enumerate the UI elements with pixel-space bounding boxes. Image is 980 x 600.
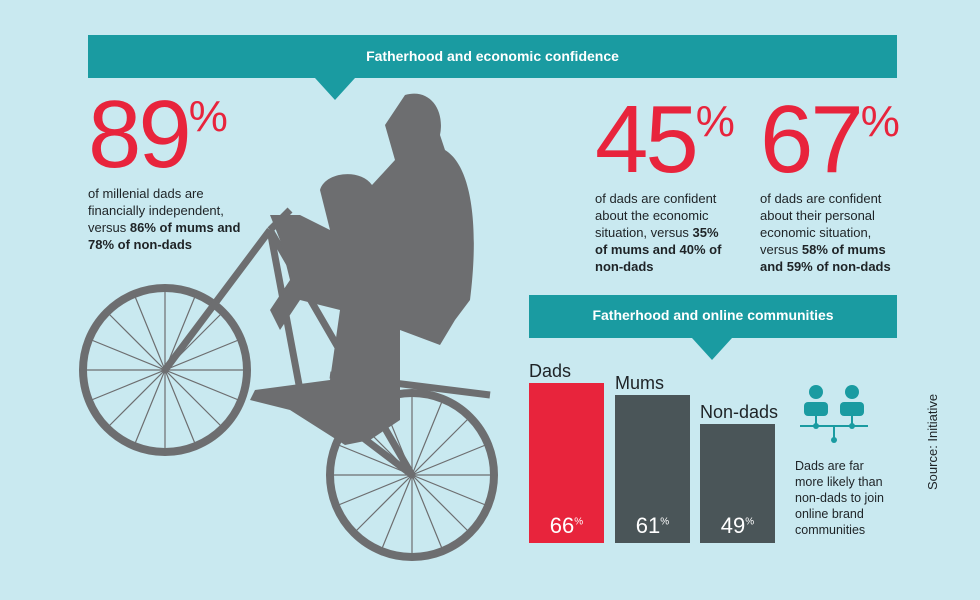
value-number: 66 [549,512,575,538]
bar-value-label: 61% [615,513,690,539]
stat-number: 45 [595,86,699,193]
banner-shape [529,295,897,360]
stat: 45% of dads are confident about the econo… [595,92,735,275]
stat-bold: 35% of mums and 40% of non-dads [595,225,722,274]
stat: 67% of dads are confident about their per… [760,92,902,275]
stat-unit: % [860,97,900,146]
value-number: 61 [635,512,661,538]
banner-shape [88,35,897,100]
category-label: Dads [529,361,572,382]
stat-description: of dads are confident about the economic… [595,190,727,275]
bar-value-label: 66% [529,513,604,539]
bar: 66% [529,383,604,543]
stat-unit: % [695,97,735,146]
stat-text: of dads are confident about their person… [760,191,882,257]
stat-unit: % [188,92,228,141]
value-unit: % [745,516,755,528]
bar: 61% [615,395,690,543]
stat-value: 45% [595,92,735,188]
banner-title: Fatherhood and economic confidence [366,48,619,64]
value-number: 49 [720,512,746,538]
stat-text: of millenial dads are financially indepe… [88,186,224,235]
stat-description: of dads are confident about their person… [760,190,902,275]
note: Dads are far more likely than non-dads t… [795,459,884,537]
rider-silhouette [250,93,474,445]
stat-text: of dads are confident about the economic… [595,191,717,240]
stat-description: of millenial dads are financially indepe… [88,185,246,253]
stat-value: 67% [760,92,902,188]
value-unit: % [574,516,584,528]
category-label: Mums [615,373,664,394]
stat-bold: 86% of mums and 78% of non-dads [88,220,241,252]
source: Source: Initiative [925,393,940,490]
stat-number: 89 [88,81,192,188]
stat-bold: 58% of mums and 59% of non-dads [760,242,891,274]
community-icon [800,385,868,443]
bar-value-label: 49% [700,513,775,539]
banner-title: Fatherhood and online communities [592,307,834,323]
category-label: Non-dads [700,402,779,423]
value-unit: % [660,516,670,528]
bar: 49% [700,424,775,543]
stat: 89% of millenial dads are financially ind… [88,87,246,253]
stat-value: 89% [88,87,246,183]
stat-number: 67 [760,86,864,193]
